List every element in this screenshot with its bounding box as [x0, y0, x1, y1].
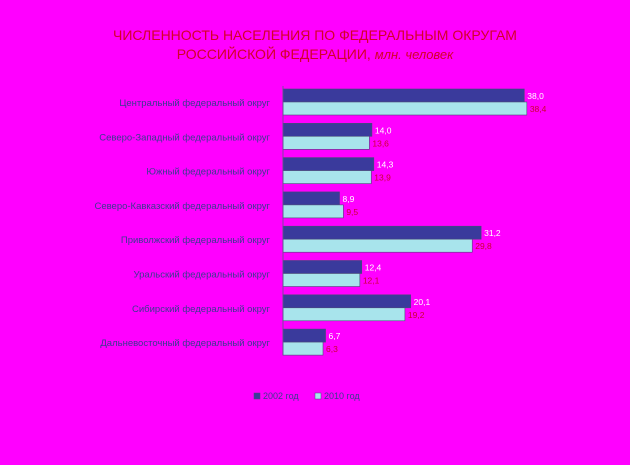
category-label: Южный федеральный округ: [146, 167, 270, 178]
category-label: Уральский федеральный округ: [134, 270, 271, 281]
bar: [282, 88, 525, 103]
legend-label: 2002 год: [263, 391, 299, 401]
category-label: Сибирский федеральный округ: [132, 304, 271, 315]
data-label: 14,3: [377, 160, 394, 170]
data-label: 12,4: [365, 263, 382, 273]
category-label: Приволжский федеральный округ: [121, 235, 271, 246]
data-label: 6,3: [326, 344, 338, 354]
data-label: 13,9: [374, 173, 391, 183]
bar: [282, 238, 473, 253]
bar: [282, 341, 324, 356]
bar: [282, 307, 406, 322]
legend-label: 2010 год: [324, 391, 360, 401]
chart-title-line-1: ЧИСЛЕННОСТЬ НАСЕЛЕНИЯ ПО ФЕДЕРАЛЬНЫМ ОКР…: [113, 27, 517, 43]
data-label: 19,2: [408, 310, 425, 320]
chart-title-line-2: РОССИЙСКОЙ ФЕДЕРАЦИИ, млн. человек: [177, 45, 454, 62]
data-label: 38,0: [527, 91, 544, 101]
bar: [282, 157, 375, 171]
category-label: Северо-Западный федеральный округ: [99, 132, 270, 143]
plot-area: Центральный федеральный округ 38,0 38,4 Сев…: [94, 86, 547, 356]
data-label: 8,9: [343, 194, 355, 204]
bar: [282, 191, 340, 206]
bar: [282, 294, 411, 309]
bar: [282, 225, 482, 240]
chart-title-region: РОССИЙСКОЙ ФЕДЕРАЦИИ,: [177, 45, 371, 62]
category-label: Центральный федеральный округ: [119, 98, 270, 109]
category-label: Дальневосточный федеральный округ: [100, 338, 270, 349]
data-label: 9,5: [346, 207, 358, 217]
data-label: 6,7: [329, 331, 341, 341]
data-label: 38,4: [530, 104, 547, 114]
data-label: 12,1: [363, 276, 380, 286]
bar: [282, 260, 363, 274]
bar: [282, 170, 372, 184]
bar: [282, 101, 528, 116]
data-label: 13,6: [372, 138, 389, 148]
data-label: 31,2: [484, 228, 501, 238]
bar: [282, 328, 326, 343]
data-label: 14,0: [375, 125, 392, 135]
data-label: 20,1: [414, 297, 431, 307]
data-label: 29,8: [475, 241, 492, 251]
legend-swatch: [253, 392, 261, 400]
bar: [282, 136, 370, 150]
chart-title-unit: млн. человек: [375, 47, 454, 62]
legend-swatch: [314, 392, 322, 400]
bar: [282, 123, 373, 137]
category-label: Северо-Кавказский федеральный округ: [94, 201, 270, 212]
bar: [282, 273, 361, 287]
chart-legend: 2002 год 2010 год: [253, 391, 360, 401]
bar: [282, 204, 344, 219]
